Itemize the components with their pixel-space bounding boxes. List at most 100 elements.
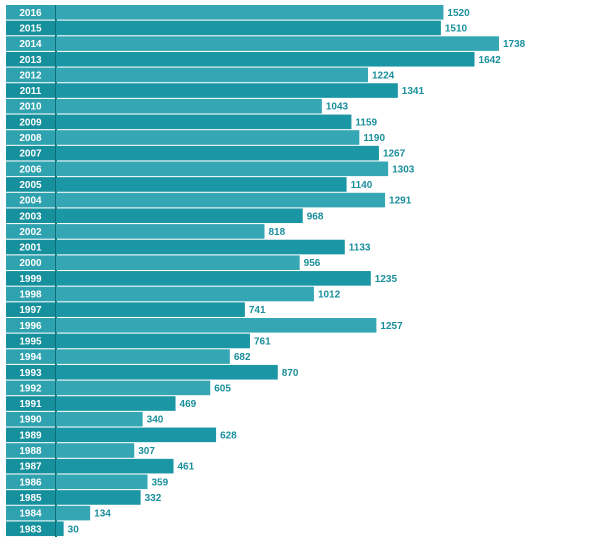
bar-1989 bbox=[56, 427, 217, 443]
year-label-bg-2014 bbox=[6, 36, 55, 51]
value-label: 605 bbox=[214, 383, 231, 394]
bar-1992 bbox=[56, 380, 211, 396]
year-label: 2014 bbox=[19, 39, 42, 50]
bar-2005 bbox=[56, 177, 347, 192]
value-label: 340 bbox=[147, 415, 164, 426]
year-label: 2004 bbox=[19, 196, 42, 207]
year-label: 2009 bbox=[19, 117, 42, 128]
value-label: 741 bbox=[249, 305, 266, 316]
year-label: 2005 bbox=[19, 180, 42, 191]
year-label-bg-1983 bbox=[6, 521, 55, 537]
year-label: 1988 bbox=[19, 446, 42, 457]
label-column-shadow bbox=[55, 5, 57, 537]
bar-2015 bbox=[56, 20, 441, 36]
year-label-bg-1993 bbox=[6, 364, 55, 380]
value-label: 682 bbox=[234, 352, 251, 363]
year-label-bg-1995 bbox=[6, 333, 55, 349]
year-label-bg-1990 bbox=[6, 411, 55, 427]
bar-1993 bbox=[56, 364, 278, 380]
value-label: 956 bbox=[304, 258, 321, 269]
year-label-bg-2006 bbox=[6, 161, 55, 177]
year-label: 2000 bbox=[19, 258, 42, 269]
year-label: 1993 bbox=[19, 368, 42, 379]
year-label: 1994 bbox=[19, 352, 42, 363]
year-label: 2016 bbox=[19, 8, 42, 19]
value-label: 1303 bbox=[392, 164, 415, 175]
labels-group: 2016 1520 2015 1510 2014 1738 2013 1642 2012 1224… bbox=[6, 5, 526, 537]
year-label-bg-1991 bbox=[6, 396, 55, 411]
year-label-bg-1987 bbox=[6, 458, 55, 474]
year-label-bg-2004 bbox=[6, 192, 55, 208]
year-label-bg-2010 bbox=[6, 98, 55, 114]
year-label-bg-1994 bbox=[6, 349, 55, 364]
bar-1984 bbox=[56, 505, 91, 521]
bar-1998 bbox=[56, 286, 314, 302]
value-label: 818 bbox=[269, 227, 286, 238]
bar-2010 bbox=[56, 98, 322, 114]
year-label-bg-1998 bbox=[6, 286, 55, 302]
bar-1987 bbox=[56, 458, 174, 474]
year-label-bg-1997 bbox=[6, 302, 55, 317]
year-label: 2007 bbox=[19, 149, 42, 160]
value-label: 1257 bbox=[380, 321, 403, 332]
year-label: 2012 bbox=[19, 70, 42, 81]
year-label: 1990 bbox=[19, 415, 42, 426]
bar-1990 bbox=[56, 411, 143, 427]
year-label: 1995 bbox=[19, 336, 42, 347]
bar-1997 bbox=[56, 302, 245, 317]
year-label-bg-2002 bbox=[6, 224, 55, 239]
value-label: 1642 bbox=[479, 55, 502, 66]
year-label-bg-2001 bbox=[6, 239, 55, 255]
value-label: 968 bbox=[307, 211, 324, 222]
value-label: 1520 bbox=[447, 8, 470, 19]
value-label: 30 bbox=[68, 524, 80, 535]
bar-2000 bbox=[56, 255, 300, 270]
bar-2008 bbox=[56, 130, 360, 145]
year-label-bg-1996 bbox=[6, 318, 55, 333]
bar-2013 bbox=[56, 51, 475, 67]
year-label: 1997 bbox=[19, 305, 42, 316]
year-label: 1998 bbox=[19, 290, 42, 301]
year-label: 1999 bbox=[19, 274, 42, 285]
value-label: 1012 bbox=[318, 290, 341, 301]
bar-2003 bbox=[56, 208, 303, 224]
value-label: 1341 bbox=[402, 86, 425, 97]
value-label: 1224 bbox=[372, 70, 395, 81]
year-label: 2015 bbox=[19, 23, 42, 34]
year-label-bg-2008 bbox=[6, 130, 55, 145]
bars-group bbox=[56, 5, 499, 537]
bar-1995 bbox=[56, 333, 250, 349]
value-label: 1291 bbox=[389, 196, 412, 207]
value-label: 870 bbox=[282, 368, 299, 379]
year-label-bg-2016 bbox=[6, 5, 55, 20]
year-label: 1991 bbox=[19, 399, 42, 410]
bar-2007 bbox=[56, 145, 379, 161]
value-label: 359 bbox=[152, 477, 169, 488]
year-label: 1996 bbox=[19, 321, 42, 332]
value-label: 1133 bbox=[349, 243, 371, 254]
bar-1991 bbox=[56, 396, 176, 411]
bar-1985 bbox=[56, 490, 141, 505]
year-label-bg-2007 bbox=[6, 145, 55, 161]
year-label-bg-2009 bbox=[6, 114, 55, 130]
value-label: 628 bbox=[220, 430, 237, 441]
year-label: 1984 bbox=[19, 509, 42, 520]
value-label: 1267 bbox=[383, 149, 406, 160]
bar-2012 bbox=[56, 67, 368, 83]
value-label: 1738 bbox=[503, 39, 526, 50]
bar-2006 bbox=[56, 161, 389, 177]
value-label: 1235 bbox=[375, 274, 398, 285]
year-label-bg-2005 bbox=[6, 177, 55, 192]
value-label: 461 bbox=[178, 462, 195, 473]
year-label-bg-2011 bbox=[6, 83, 55, 98]
year-label-bg-1989 bbox=[6, 427, 55, 443]
year-label: 1986 bbox=[19, 477, 42, 488]
year-label-bg-2015 bbox=[6, 20, 55, 36]
bar-2001 bbox=[56, 239, 345, 255]
value-label: 761 bbox=[254, 336, 271, 347]
year-label: 1983 bbox=[19, 524, 42, 535]
bar-1988 bbox=[56, 443, 135, 458]
bar-1983 bbox=[56, 521, 64, 537]
value-label: 469 bbox=[180, 399, 197, 410]
